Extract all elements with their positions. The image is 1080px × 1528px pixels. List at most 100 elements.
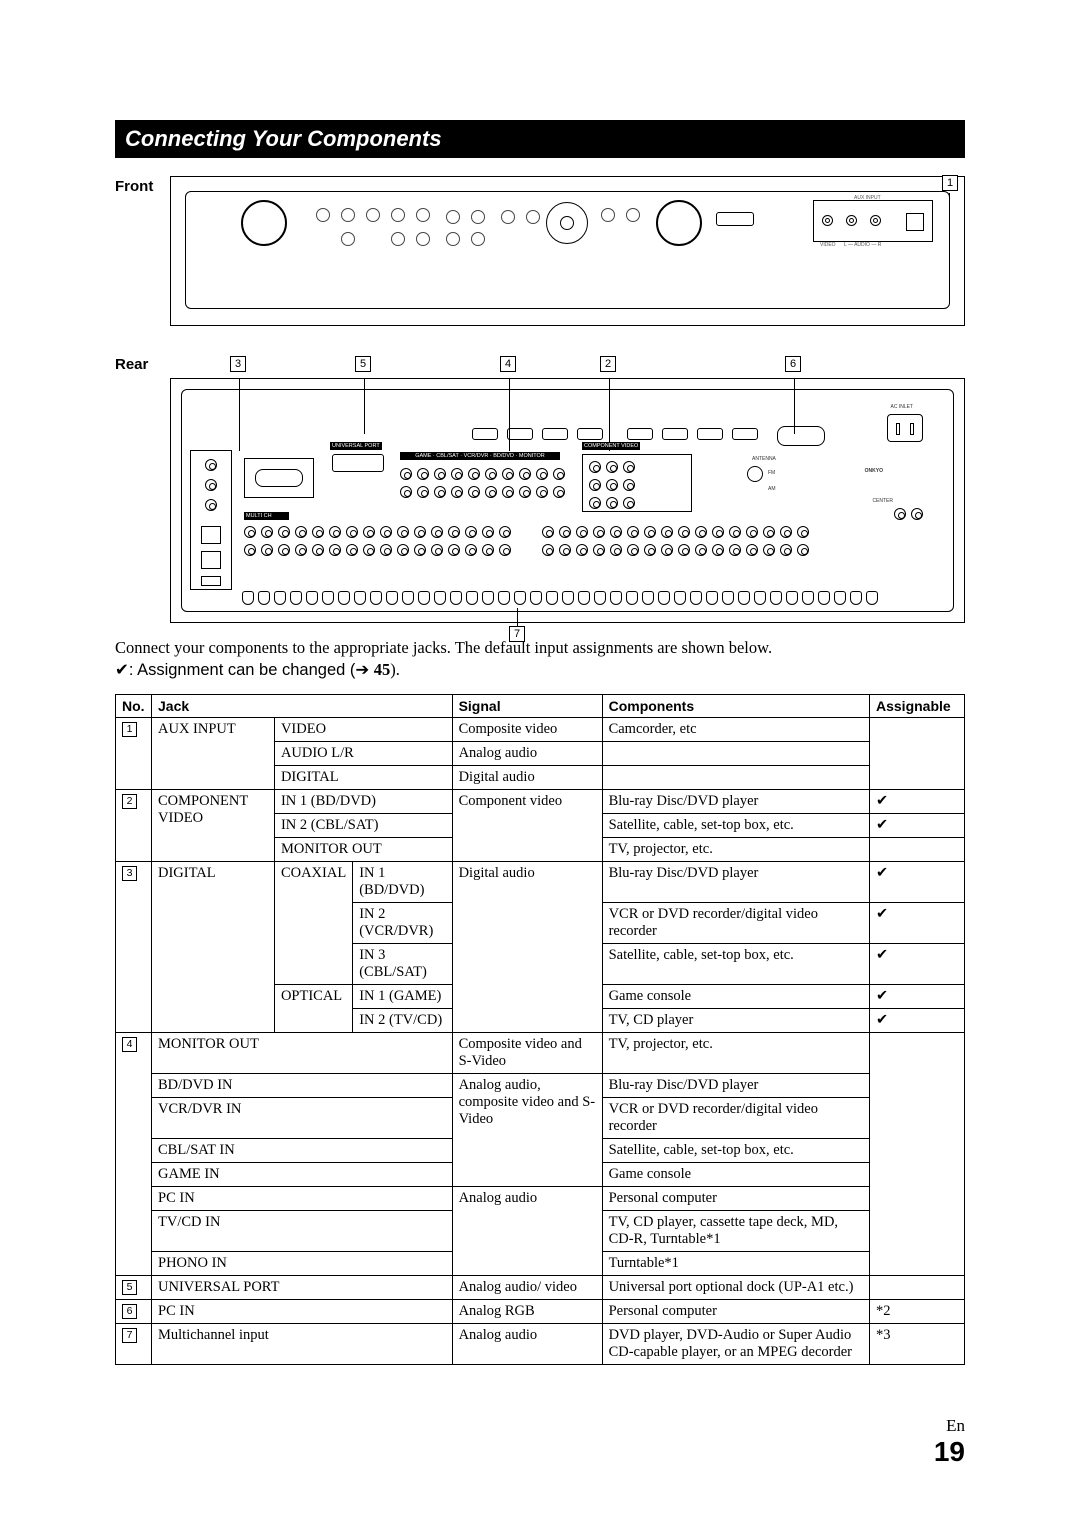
cell-comp: DVD player, DVD-Audio or Super Audio CD-… [602,1323,869,1364]
cell-comp: Satellite, cable, set-top box, etc. [602,813,869,837]
row-no: 1 [122,722,137,737]
av-labels: GAME · CBL/SAT · VCR/DVR · BD/DVD · MONI… [400,452,560,460]
cell-comp: Blu-ray Disc/DVD player [602,1073,869,1097]
cell-assign [870,837,965,861]
av-jack-row1 [400,468,565,480]
av-jack-row2 [400,486,565,498]
rear-inner-plate: UNIVERSAL PORT GAME · CBL/SAT · VCR/DVR … [181,389,954,612]
cell-assign: *2 [870,1299,965,1323]
front-small-knob [471,210,485,224]
front-small-knob [601,208,615,222]
table-row: 1 AUX INPUT VIDEO Composite video Camcor… [116,717,965,741]
hdmi-port [542,428,568,440]
front-small-knob [446,210,460,224]
aux-input-label: AUX INPUT [854,195,881,201]
th-components: Components [602,694,869,717]
cell-jack-b: OPTICAL [274,984,352,1032]
aux-jack [846,215,857,226]
callout-6: 6 [785,356,801,372]
cell-jack-c: IN 1 (GAME) [353,984,452,1008]
cell-jack: PC IN [152,1186,453,1210]
component-box [582,454,692,512]
cell-signal: Component video [452,789,602,861]
cell-comp: Satellite, cable, set-top box, etc. [602,1138,869,1162]
front-small-knob [416,208,430,222]
th-signal: Signal [452,694,602,717]
cell-comp: Game console [602,984,869,1008]
cell-assign: ✔ [870,902,965,943]
front-small-knob [391,232,405,246]
front-small-knob [526,210,540,224]
aux-audio-label: L — AUDIO — R [844,242,881,248]
front-small-knob [471,232,485,246]
front-small-knob [446,232,460,246]
cell-signal: Composite video [452,717,602,741]
front-usb-slot [716,212,754,226]
cell-jack-a: DIGITAL [152,861,275,1032]
cell-jack: Multichannel input [152,1323,453,1364]
preout-row2 [542,544,809,556]
multi-row2 [244,544,511,556]
cell-jack-b: MONITOR OUT [274,837,452,861]
cell-assign [870,717,965,789]
fm-ant [747,466,763,482]
universal-port-label: UNIVERSAL PORT [330,442,382,450]
pc-in-vga [777,426,825,446]
hdmi-port [627,428,653,440]
component-label: COMPONENT VIDEO [582,442,640,450]
aux-input-box: AUX INPUT VIDEO L — AUDIO — R [813,200,933,242]
cell-comp: Universal port optional dock (UP-A1 etc.… [602,1275,869,1299]
cell-assign: ✔ [870,861,965,902]
callout-5: 5 [355,356,371,372]
cell-jack-b: VIDEO [274,717,452,741]
hdmi-port [577,428,603,440]
rs232-box [244,458,314,498]
table-row: 6 PC IN Analog RGB Personal computer *2 [116,1299,965,1323]
hdmi-port [732,428,758,440]
row-no: 3 [122,866,137,881]
cell-comp: TV, CD player, cassette tape deck, MD, C… [602,1210,869,1251]
th-assignable: Assignable [870,694,965,717]
rear-label: Rear [115,356,170,373]
footer-page-number: 19 [934,1436,965,1468]
cell-jack: GAME IN [152,1162,453,1186]
cell-jack: TV/CD IN [152,1210,453,1251]
cell-signal: Analog RGB [452,1299,602,1323]
assignment-note-prefix: ✔: Assignment can be changed (➔ [115,661,374,679]
cell-comp: VCR or DVD recorder/digital video record… [602,1097,869,1138]
cell-jack-c: IN 2 (VCR/DVR) [353,902,452,943]
table-row: 4 MONITOR OUT Composite video and S-Vide… [116,1032,965,1073]
aux-jack [870,215,881,226]
cell-jack-a: AUX INPUT [152,717,275,789]
cell-comp: Personal computer [602,1299,869,1323]
cell-signal: Analog audio [452,741,602,765]
front-small-knob [416,232,430,246]
cell-signal: Digital audio [452,861,602,1032]
cell-comp [602,741,869,765]
center-label: CENTER [872,498,893,504]
cell-comp: Personal computer [602,1186,869,1210]
cell-assign: *3 [870,1323,965,1364]
front-knob-right [656,200,702,246]
page-footer: En 19 [934,1416,965,1468]
table-row: 7 Multichannel input Analog audio DVD pl… [116,1323,965,1364]
th-jack: Jack [152,694,453,717]
cell-assign: ✔ [870,984,965,1008]
row-no: 6 [122,1304,137,1319]
preout-row1 [542,526,809,538]
front-label: Front [115,176,170,195]
cell-comp [602,765,869,789]
cell-assign: ✔ [870,1008,965,1032]
row-no: 5 [122,1280,137,1295]
multich-label: MULTI CH [244,512,289,520]
connections-table: No. Jack Signal Components Assignable 1 … [115,694,965,1365]
cell-comp: VCR or DVD recorder/digital video record… [602,902,869,943]
callout-7: 7 [509,626,525,642]
digital-box [190,450,232,590]
ac-inlet [887,414,923,442]
front-small-knob [366,208,380,222]
cell-comp: Game console [602,1162,869,1186]
callout-3: 3 [230,356,246,372]
cell-comp: TV, projector, etc. [602,837,869,861]
cell-comp: Blu-ray Disc/DVD player [602,861,869,902]
